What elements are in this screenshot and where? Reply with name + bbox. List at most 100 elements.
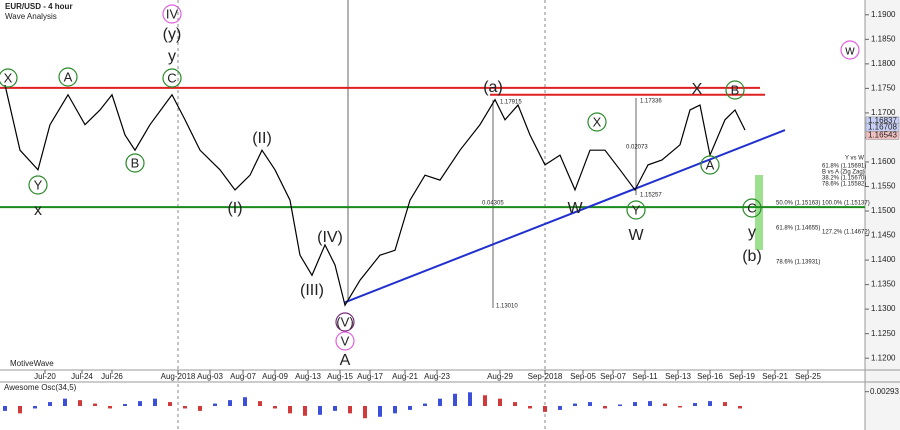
osc-bar — [588, 402, 592, 406]
osc-bar — [483, 395, 487, 406]
fib-label: 100.0% (1.15137) — [822, 201, 870, 207]
x-tick-label: Aug-21 — [392, 372, 418, 381]
osc-bar — [393, 406, 397, 414]
y-tick-label: 1.1300 — [871, 304, 896, 313]
y-tick-label: 1.1850 — [871, 34, 896, 43]
wave-label: A — [340, 352, 351, 369]
osc-bar — [423, 403, 427, 406]
wave-label: IV — [166, 6, 179, 21]
osc-bar — [678, 406, 682, 408]
wave-circle — [162, 4, 182, 24]
fib-label: 78.6% (1.13931) — [776, 260, 820, 266]
osc-bar — [708, 401, 712, 406]
osc-bar — [363, 406, 367, 419]
osc-bar — [543, 406, 547, 412]
wave-label: (a) — [483, 79, 503, 96]
wave-circle — [28, 175, 48, 195]
wave-label: B — [131, 155, 140, 170]
osc-bar — [408, 406, 412, 410]
wave-label: (b) — [742, 248, 762, 265]
wave-label: X — [4, 70, 13, 85]
wave-circle — [162, 68, 182, 88]
y-tick-label: 1.1700 — [871, 108, 896, 117]
y-tick-label: 1.1400 — [871, 255, 896, 264]
osc-bar — [348, 406, 352, 414]
wave-circle — [700, 155, 720, 175]
osc-bar — [48, 402, 52, 406]
osc-bar — [303, 406, 307, 416]
price-axis-panel — [865, 0, 900, 430]
osc-bar — [723, 402, 727, 406]
osc-bar — [3, 406, 7, 411]
measure-label: 1.13010 — [496, 304, 518, 310]
x-tick-label: Jul-24 — [71, 372, 93, 381]
osc-bar — [108, 406, 112, 409]
wave-circle — [725, 80, 745, 100]
y-tick-label: 1.1450 — [871, 231, 896, 240]
x-tick-label: Aug-15 — [327, 372, 353, 381]
wave-label: (V) — [336, 314, 353, 329]
x-tick-label: Sep-05 — [570, 372, 596, 381]
osc-bar — [138, 401, 142, 406]
x-tick-label: Sep-19 — [729, 372, 755, 381]
fib-label: 50.0% (1.15163) — [776, 201, 820, 207]
wave-label: V — [341, 333, 350, 348]
osc-bar — [78, 400, 82, 406]
wave-label: W — [628, 227, 644, 244]
x-tick-label: Sep-25 — [795, 372, 821, 381]
fib-label: Y vs W — [845, 156, 864, 162]
x-tick-label: Aug-2018 — [161, 372, 196, 381]
wave-label: W — [567, 200, 583, 217]
osc-bar — [198, 406, 202, 411]
osc-bar — [693, 403, 697, 406]
osc-bar — [183, 406, 187, 409]
wave-label: (IV) — [317, 229, 343, 246]
x-tick-label: Aug-29 — [487, 372, 513, 381]
y-tick-label: 1.1900 — [871, 10, 896, 19]
osc-bar — [633, 402, 637, 406]
osc-bar — [528, 406, 532, 409]
trend-line — [344, 129, 786, 304]
x-tick-label: Aug-03 — [197, 372, 223, 381]
y-tick-label: 1.1350 — [871, 280, 896, 289]
wave-label: x — [34, 202, 42, 219]
fib-label: 61.8% (1.14655) — [776, 226, 820, 232]
wave-circle — [58, 67, 78, 87]
price-line — [4, 84, 746, 307]
fib-label: 38.2% (1.15670) — [822, 176, 866, 182]
osc-bar — [258, 401, 262, 406]
osc-bar — [93, 403, 97, 406]
osc-bar — [168, 402, 172, 406]
measure-label: 0.02073 — [626, 145, 648, 151]
osc-bar — [558, 406, 562, 410]
wave-label: X — [692, 81, 703, 98]
wave-label: y — [168, 48, 176, 65]
wave-label: (II) — [252, 130, 272, 147]
x-tick-label: Sep-13 — [665, 372, 691, 381]
osc-bar — [63, 398, 67, 406]
x-tick-label: Sep-16 — [697, 372, 723, 381]
wave-label: C — [747, 200, 756, 215]
x-tick-label: Aug-13 — [295, 372, 321, 381]
x-tick-label: Sep-2018 — [528, 372, 563, 381]
x-tick-label: Aug-23 — [424, 372, 450, 381]
measure-label: 1.17336 — [640, 99, 662, 105]
osc-bar — [513, 402, 517, 406]
osc-bar — [213, 403, 217, 406]
wave-circle — [626, 200, 646, 220]
price-tag-label: 1.16708 — [868, 122, 897, 131]
osc-bar — [18, 406, 22, 414]
wave-circle — [742, 198, 762, 218]
osc-bar — [618, 404, 622, 406]
osc-bar — [438, 398, 442, 406]
price-tag-label: 1.16543 — [868, 130, 897, 139]
osc-bar — [468, 392, 472, 406]
wave-circle — [125, 153, 145, 173]
wave-label: A — [64, 69, 73, 84]
wave-label: (y) — [163, 26, 182, 43]
x-tick-label: Jul-26 — [101, 372, 123, 381]
y-tick-label: 1.1600 — [871, 157, 896, 166]
osc-bar — [648, 401, 652, 406]
osc-bar — [33, 406, 37, 409]
